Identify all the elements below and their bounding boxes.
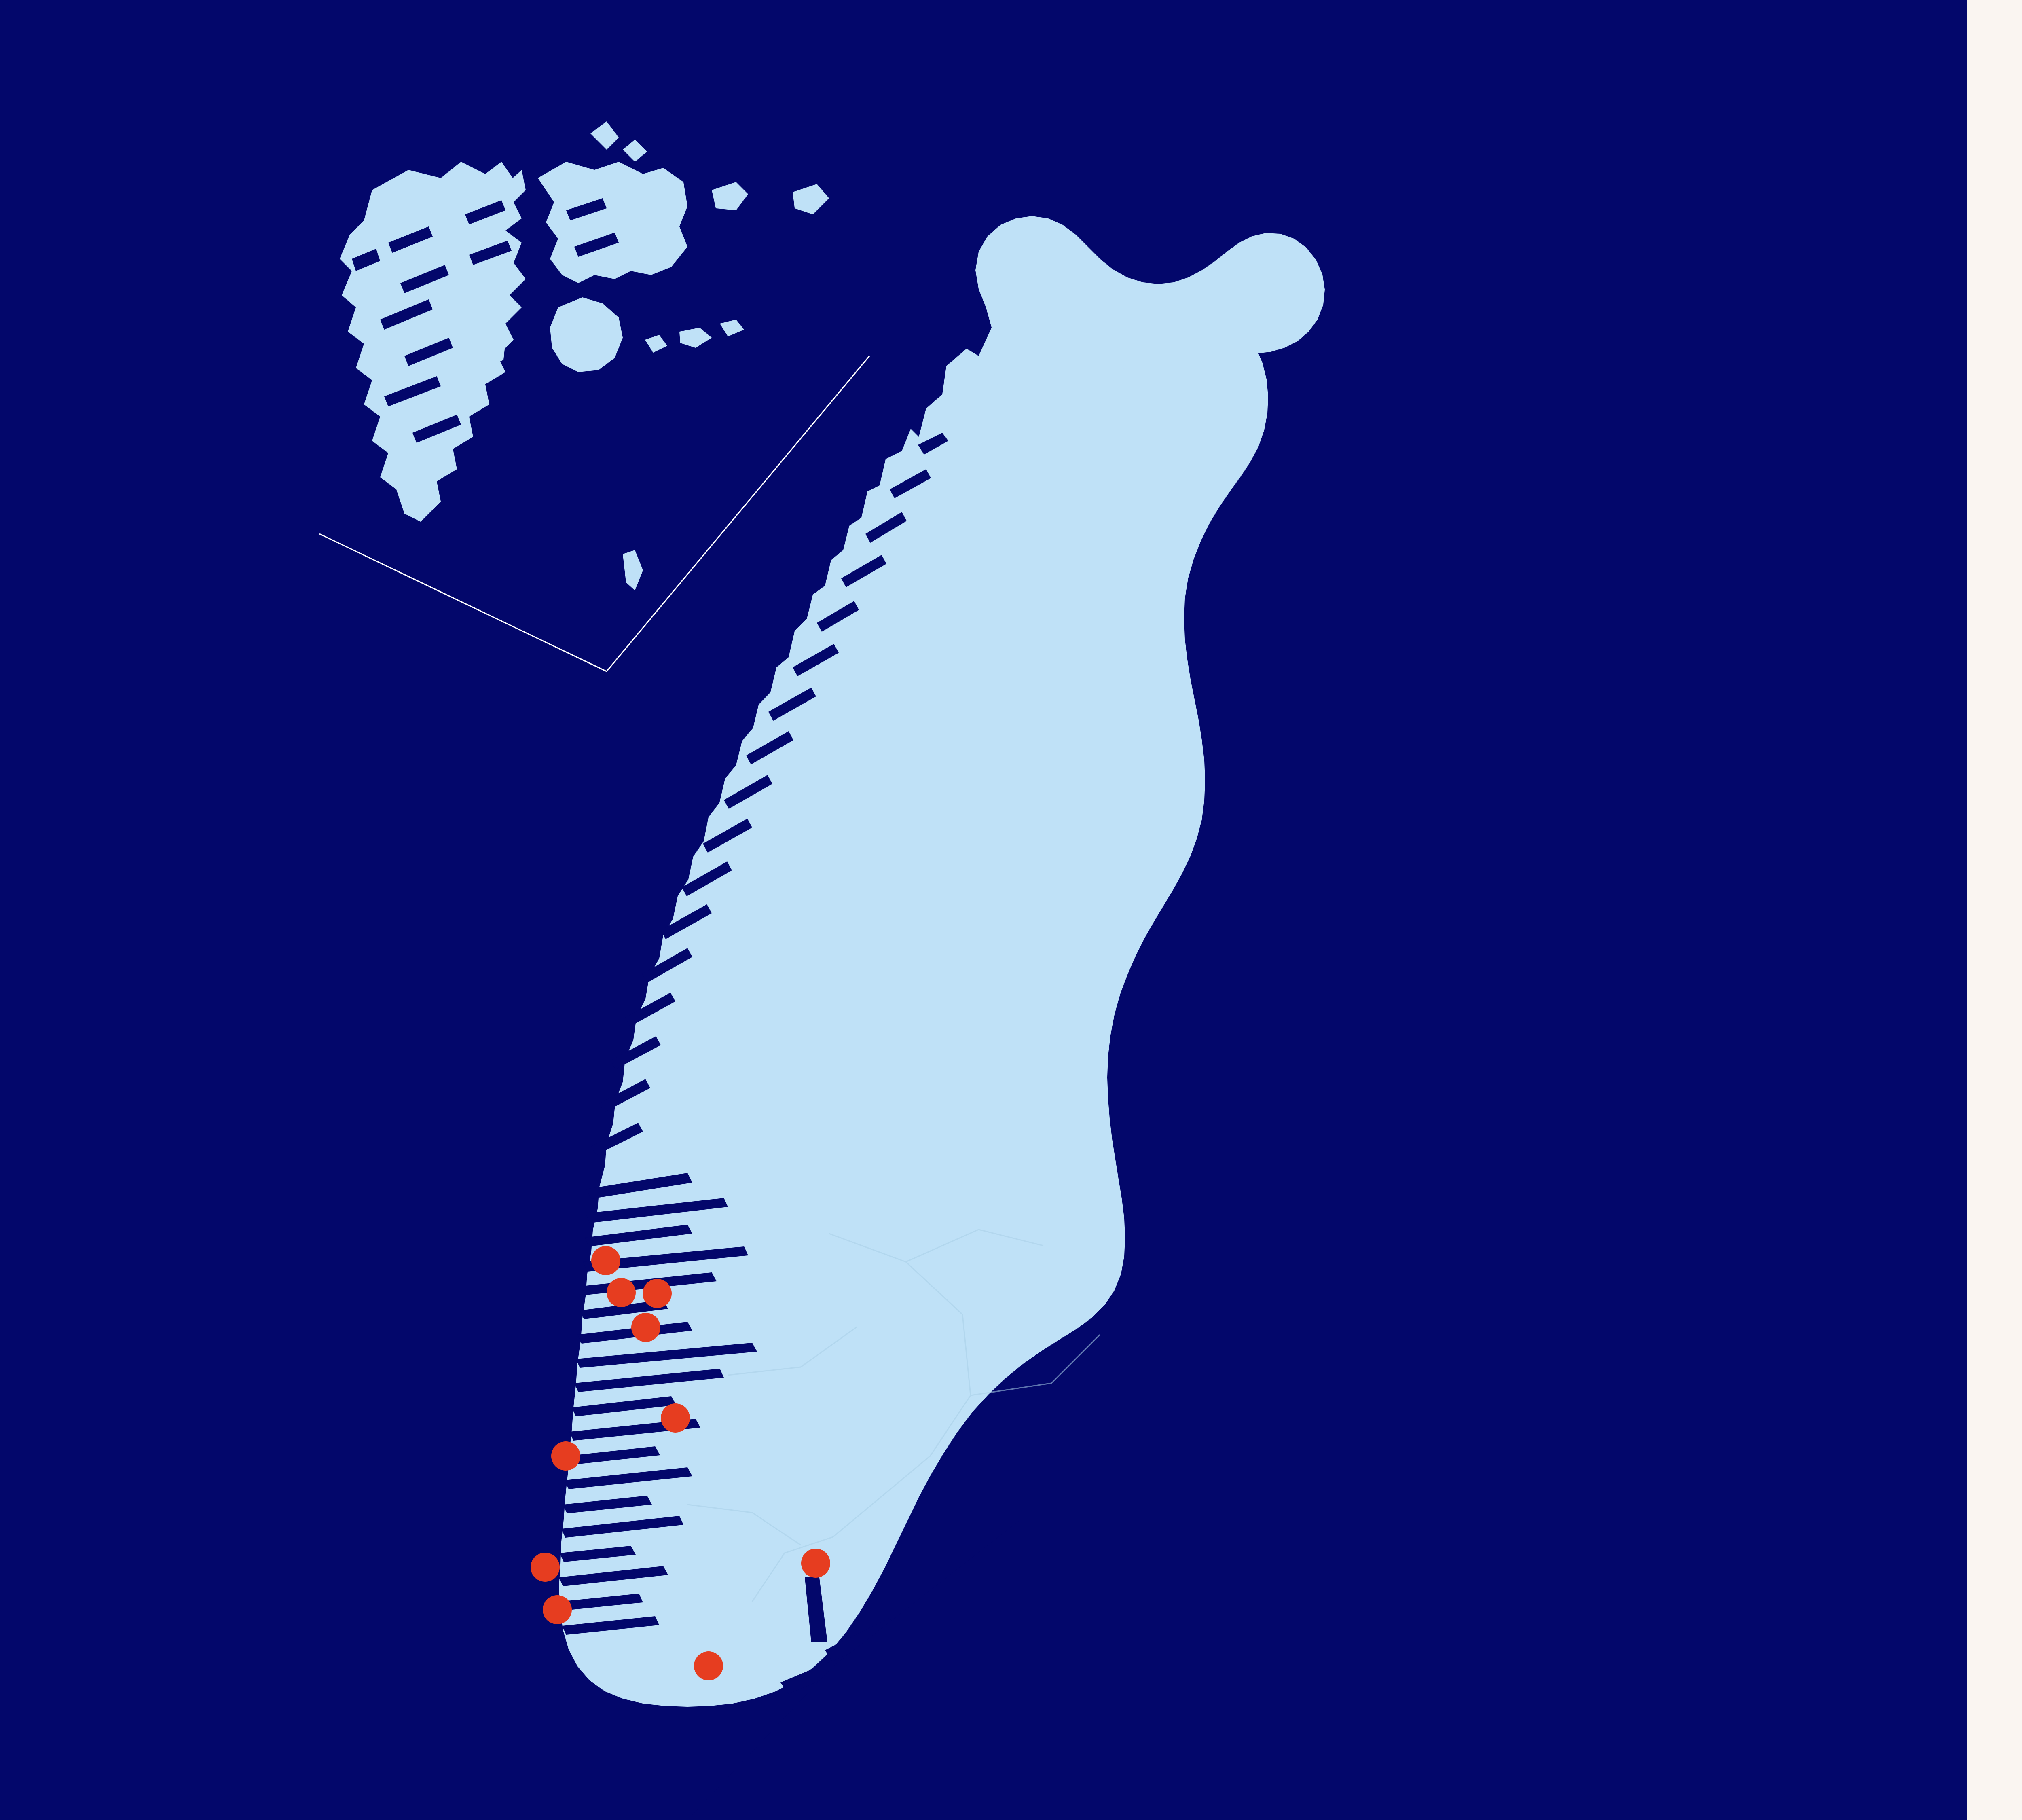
- map-marker-haugesund[interactable]: [531, 1553, 560, 1582]
- map-marker-bergen[interactable]: [551, 1441, 580, 1471]
- svalbard-inset-frame: [319, 356, 870, 672]
- map-marker-hellesylt[interactable]: [607, 1278, 636, 1307]
- county-borders: [687, 1229, 1101, 1602]
- map-marker-oslo[interactable]: [801, 1549, 830, 1578]
- map-panel: [0, 0, 1967, 1820]
- map-marker-olden[interactable]: [631, 1313, 660, 1342]
- norway-map: [319, 121, 1325, 1820]
- map-marker-alesund[interactable]: [591, 1246, 620, 1275]
- skagerrak-sea: [687, 1521, 1173, 1820]
- map-marker-kristiansand[interactable]: [694, 1651, 723, 1680]
- map-marker-geiranger[interactable]: [643, 1279, 672, 1308]
- map-marker-stavanger[interactable]: [543, 1595, 572, 1624]
- svalbard-fjord-cuts: [352, 198, 619, 443]
- mainland-norway-shape: [559, 216, 1325, 1707]
- map-marker-flam[interactable]: [661, 1403, 690, 1433]
- info-panel: KYSTVERKET Ti mest besøkte cruisedestina…: [1967, 0, 2022, 1820]
